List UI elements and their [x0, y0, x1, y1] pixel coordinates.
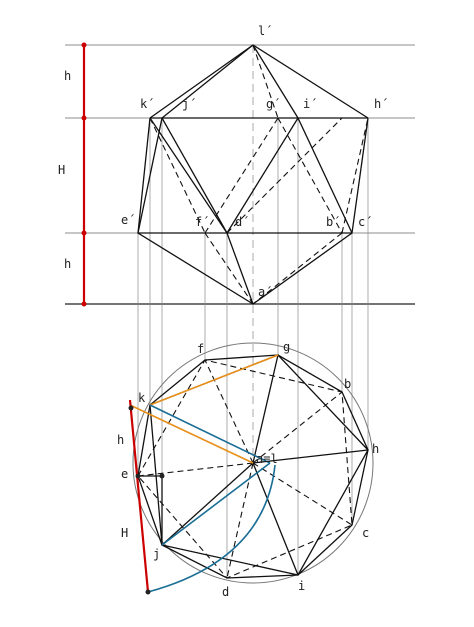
vertex-label: c [362, 526, 369, 540]
vertex-label: b´ [326, 215, 340, 229]
vertex-label: d [222, 585, 229, 599]
dimension-label: h [64, 257, 71, 271]
elevation-edges [137, 44, 369, 305]
vertex-label: h´ [374, 97, 388, 111]
reference-lines [65, 44, 415, 305]
vertex-label: k´ [140, 97, 154, 111]
vertex-label: l´ [258, 24, 272, 38]
circumcircle [132, 342, 374, 584]
vertex-label: f´ [195, 215, 209, 229]
vertex-label: j´ [182, 97, 196, 111]
vertex-label: h [372, 442, 379, 456]
construction [128, 354, 279, 595]
dimension-line [81, 42, 87, 307]
vertex-label: e´ [121, 213, 135, 227]
vertex-label: k [138, 391, 146, 405]
dimension-label: H [58, 163, 65, 177]
dimension-label: h [117, 433, 124, 447]
vertex-label: j [153, 547, 160, 561]
vertex-label: f [197, 342, 204, 356]
vertex-label: g´ [266, 97, 280, 111]
vertex-label: g [283, 340, 290, 354]
vertex-label: e [121, 467, 128, 481]
projection-lines [137, 45, 369, 578]
dimension-label: H [121, 526, 128, 540]
labels: l´ k´ j´ g´ i´ h´ e´ f´ d´ b´ c´ a´ h H … [58, 24, 388, 599]
vertex-label: i´ [303, 97, 317, 111]
dimension-label: h [64, 69, 71, 83]
vertex-label: d´ [235, 215, 249, 229]
vertex-label: c´ [358, 215, 372, 229]
vertex-label: i [298, 579, 305, 593]
vertex-label: b [344, 377, 351, 391]
vertex-label: a´ [258, 285, 272, 299]
vertex-label: a≡l [256, 452, 278, 466]
